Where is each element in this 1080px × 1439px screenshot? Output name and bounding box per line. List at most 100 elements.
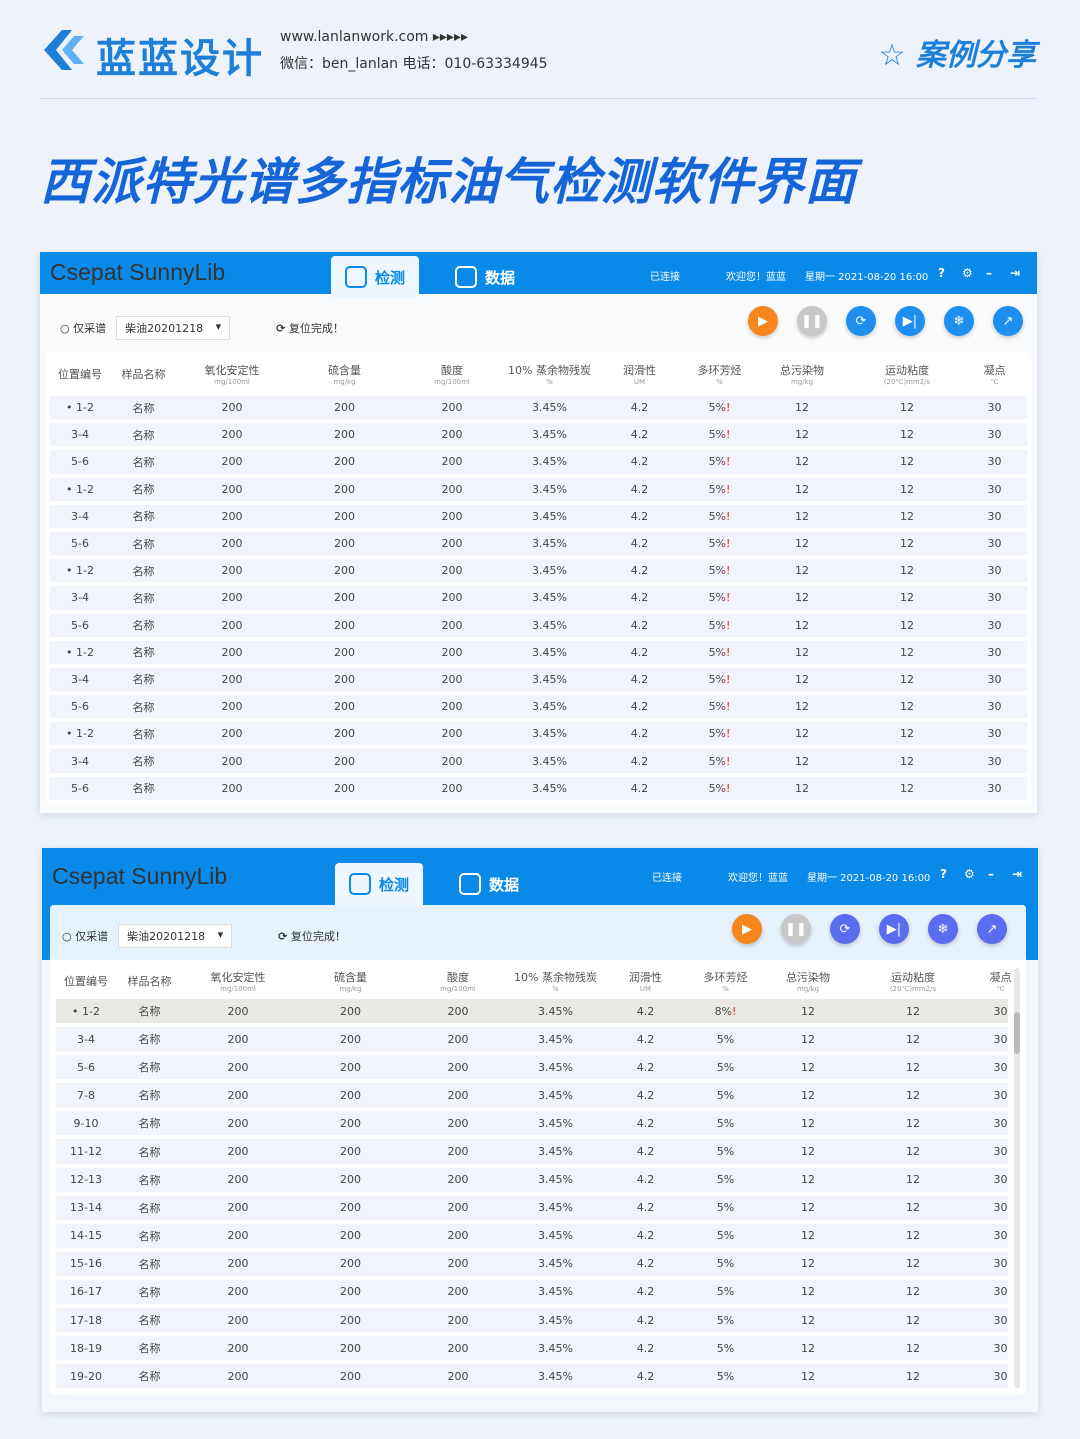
table-row[interactable]: 5-6 名称 200 200 200 3.45% 4.2 5% 12 12 30	[56, 1055, 1008, 1080]
table-row[interactable]: 3-4 名称 200 200 200 3.45% 4.2 5%! 12 12 30	[50, 423, 1027, 447]
snowflake-button[interactable]: ❄	[944, 306, 974, 336]
table-cell: 30	[993, 1060, 1008, 1074]
table-cell: 名称	[138, 1117, 161, 1131]
table-cell: 5%	[716, 1313, 735, 1327]
column-header[interactable]: 凝点 ℃	[967, 362, 1022, 386]
spectrum-only-checkbox[interactable]: ○ 仅采谱	[60, 320, 106, 336]
table-row[interactable]: • 1-2 名称 200 200 200 3.45% 4.2 8%! 12 12 30	[56, 999, 1008, 1024]
column-name: 样品名称	[121, 368, 166, 381]
column-header[interactable]: 多环芳烃%	[682, 362, 757, 386]
column-header[interactable]: 多环芳烃%	[688, 969, 763, 993]
scrollbar[interactable]	[1014, 968, 1020, 1388]
logout-icon[interactable]: ⇥	[1010, 266, 1021, 280]
table-row[interactable]: 5-6 名称 200 200 200 3.45% 4.2 5%! 12 12 30	[50, 613, 1027, 637]
radio-icon[interactable]: ○	[62, 930, 72, 943]
table-cell: • 1-2	[66, 645, 94, 659]
table-cell: 3.45%	[538, 1032, 573, 1046]
refresh-button[interactable]: ⟳	[846, 306, 876, 336]
column-header[interactable]: 氧化安定性 mg/100ml	[177, 362, 287, 386]
skip-button[interactable]: ▶|	[879, 914, 909, 944]
data-icon	[455, 266, 477, 288]
table-row[interactable]: 13-14 名称 200 200 200 3.45% 4.2 5% 12 12 30	[56, 1195, 1008, 1220]
column-header[interactable]: 硫含量 mg/kg	[293, 969, 408, 993]
tab-detect[interactable]: 检测	[331, 256, 420, 298]
tab-data[interactable]: 数据	[445, 863, 533, 905]
table-row[interactable]: 18-19 名称 200 200 200 3.45% 4.2 5% 12 12 30	[56, 1336, 1008, 1361]
column-header[interactable]: 位置编号	[50, 366, 110, 382]
column-header[interactable]: 总污染物 mg/kg	[763, 969, 853, 993]
table-cell: 12	[900, 781, 914, 795]
minimize-icon[interactable]: –	[988, 867, 994, 881]
sample-select-value: 柴油20201218	[127, 930, 206, 943]
column-header[interactable]: 位置编号	[56, 973, 116, 989]
table-cell: 200	[227, 1173, 249, 1187]
table-row[interactable]: 3-4 名称 200 200 200 3.45% 4.2 5%! 12 12 30	[50, 504, 1027, 528]
sample-select[interactable]: 柴油20201218 ▾	[116, 316, 231, 340]
table-cell: 30	[993, 1088, 1008, 1102]
table-row[interactable]: 12-13 名称 200 200 200 3.45% 4.2 5% 12 12 30	[56, 1167, 1008, 1192]
table-row[interactable]: • 1-2 名称 200 200 200 3.45% 4.2 5%! 12 12 30	[50, 640, 1027, 664]
minimize-icon[interactable]: –	[986, 266, 992, 280]
table-row[interactable]: 3-4 名称 200 200 200 3.45% 4.2 5%! 12 12 30	[50, 749, 1027, 773]
column-header[interactable]: 硫含量 mg/kg	[287, 362, 402, 386]
table-row[interactable]: • 1-2 名称 200 200 200 3.45% 4.2 5%! 12 12 30	[50, 559, 1027, 583]
table-cell: 30	[987, 455, 1002, 469]
play-button[interactable]: ▶	[732, 914, 762, 944]
help-icon[interactable]: ?	[940, 867, 947, 881]
export-button[interactable]: ↗	[993, 306, 1023, 336]
column-header[interactable]: 酸度 mg/100ml	[408, 969, 508, 993]
logout-icon[interactable]: ⇥	[1012, 867, 1023, 881]
radio-icon[interactable]: ○	[60, 322, 70, 335]
table-row[interactable]: 5-6 名称 200 200 200 3.45% 4.2 5%! 12 12 30	[50, 695, 1027, 719]
column-header[interactable]: 润滑性 UM	[603, 969, 688, 993]
table-row[interactable]: 5-6 名称 200 200 200 3.45% 4.2 5%! 12 12 30	[50, 450, 1027, 474]
tab-data[interactable]: 数据	[441, 256, 529, 298]
table-row[interactable]: 19-20 名称 200 200 200 3.45% 4.2 5% 12 12 30	[56, 1364, 1008, 1389]
sample-select[interactable]: 柴油20201218 ▾	[118, 924, 233, 948]
column-header[interactable]: 运动粘度 (20℃)mm2/s	[847, 362, 967, 386]
snowflake-button[interactable]: ❄	[928, 914, 958, 944]
column-header[interactable]: 运动粘度 (20℃)mm2/s	[853, 969, 973, 993]
table-row[interactable]: • 1-2 名称 200 200 200 3.45% 4.2 5%! 12 12 30	[50, 396, 1027, 420]
column-header[interactable]: 凝点 ℃	[973, 969, 1028, 993]
scrollbar-thumb[interactable]	[1014, 1012, 1020, 1054]
column-header[interactable]: 10% 蒸余物残炭%	[508, 969, 603, 993]
pause-button[interactable]: ❚❚	[781, 914, 811, 944]
table-cell: 3.45%	[532, 428, 567, 442]
column-header[interactable]: 酸度 mg/100ml	[402, 362, 502, 386]
play-button[interactable]: ▶	[748, 306, 778, 336]
table-row[interactable]: 3-4 名称 200 200 200 3.45% 4.2 5%! 12 12 30	[50, 667, 1027, 692]
export-button[interactable]: ↗	[977, 914, 1007, 944]
table-row[interactable]: 9-10 名称 200 200 200 3.45% 4.2 5% 12 12 30	[56, 1111, 1008, 1136]
reset-status-text: 复位完成！	[288, 322, 344, 335]
column-header[interactable]: 润滑性 UM	[597, 362, 682, 386]
table-row[interactable]: 14-15 名称 200 200 200 3.45% 4.2 5% 12 12 30	[56, 1223, 1008, 1248]
table-row[interactable]: 3-4 名称 200 200 200 3.45% 4.2 5% 12 12 30	[56, 1027, 1008, 1052]
column-header[interactable]: 10% 蒸余物残炭%	[502, 362, 597, 386]
spectrum-only-checkbox[interactable]: ○ 仅采谱	[62, 928, 108, 944]
help-icon[interactable]: ?	[938, 266, 945, 280]
column-header[interactable]: 样品名称	[110, 366, 177, 382]
table-row[interactable]: • 1-2 名称 200 200 200 3.45% 4.2 5%! 12 12 30	[50, 477, 1027, 501]
table-row[interactable]: 7-8 名称 200 200 200 3.45% 4.2 5% 12 12 30	[56, 1083, 1008, 1108]
table-row[interactable]: 3-4 名称 200 200 200 3.45% 4.2 5%! 12 12 30	[50, 586, 1027, 610]
refresh-button[interactable]: ⟳	[830, 914, 860, 944]
table-cell: 200	[227, 1060, 249, 1074]
table-row[interactable]: 11-12 名称 200 200 200 3.45% 4.2 5% 12 12 30	[56, 1139, 1008, 1164]
gear-icon[interactable]: ⚙	[964, 867, 975, 881]
table-row[interactable]: 5-6 名称 200 200 200 3.45% 4.2 5%! 12 12 30	[50, 531, 1027, 556]
column-header[interactable]: 氧化安定性 mg/100ml	[183, 969, 293, 993]
pause-button[interactable]: ❚❚	[797, 306, 827, 336]
skip-button[interactable]: ▶|	[895, 306, 925, 336]
table-row[interactable]: 17-18 名称 200 200 200 3.45% 4.2 5% 12 12 30	[56, 1308, 1008, 1333]
app-window-1: Csepat SunnyLib 检测 数据 已连接 欢迎您！蓝蓝 星期一 2021-08-…	[40, 252, 1037, 813]
gear-icon[interactable]: ⚙	[962, 266, 973, 280]
tab-detect[interactable]: 检测	[335, 863, 424, 905]
table-row[interactable]: • 1-2 名称 200 200 200 3.45% 4.2 5%! 12 12 30	[50, 722, 1027, 746]
table-row[interactable]: 5-6 名称 200 200 200 3.45% 4.2 5%! 12 12 30	[50, 776, 1027, 800]
table-row[interactable]: 16-17 名称 200 200 200 3.45% 4.2 5% 12 12 30	[56, 1279, 1008, 1305]
column-header[interactable]: 总污染物 mg/kg	[757, 362, 847, 386]
column-header[interactable]: 样品名称	[116, 973, 183, 989]
table-row[interactable]: 15-16 名称 200 200 200 3.45% 4.2 5% 12 12 30	[56, 1251, 1008, 1276]
table-cell: 200	[334, 482, 355, 496]
